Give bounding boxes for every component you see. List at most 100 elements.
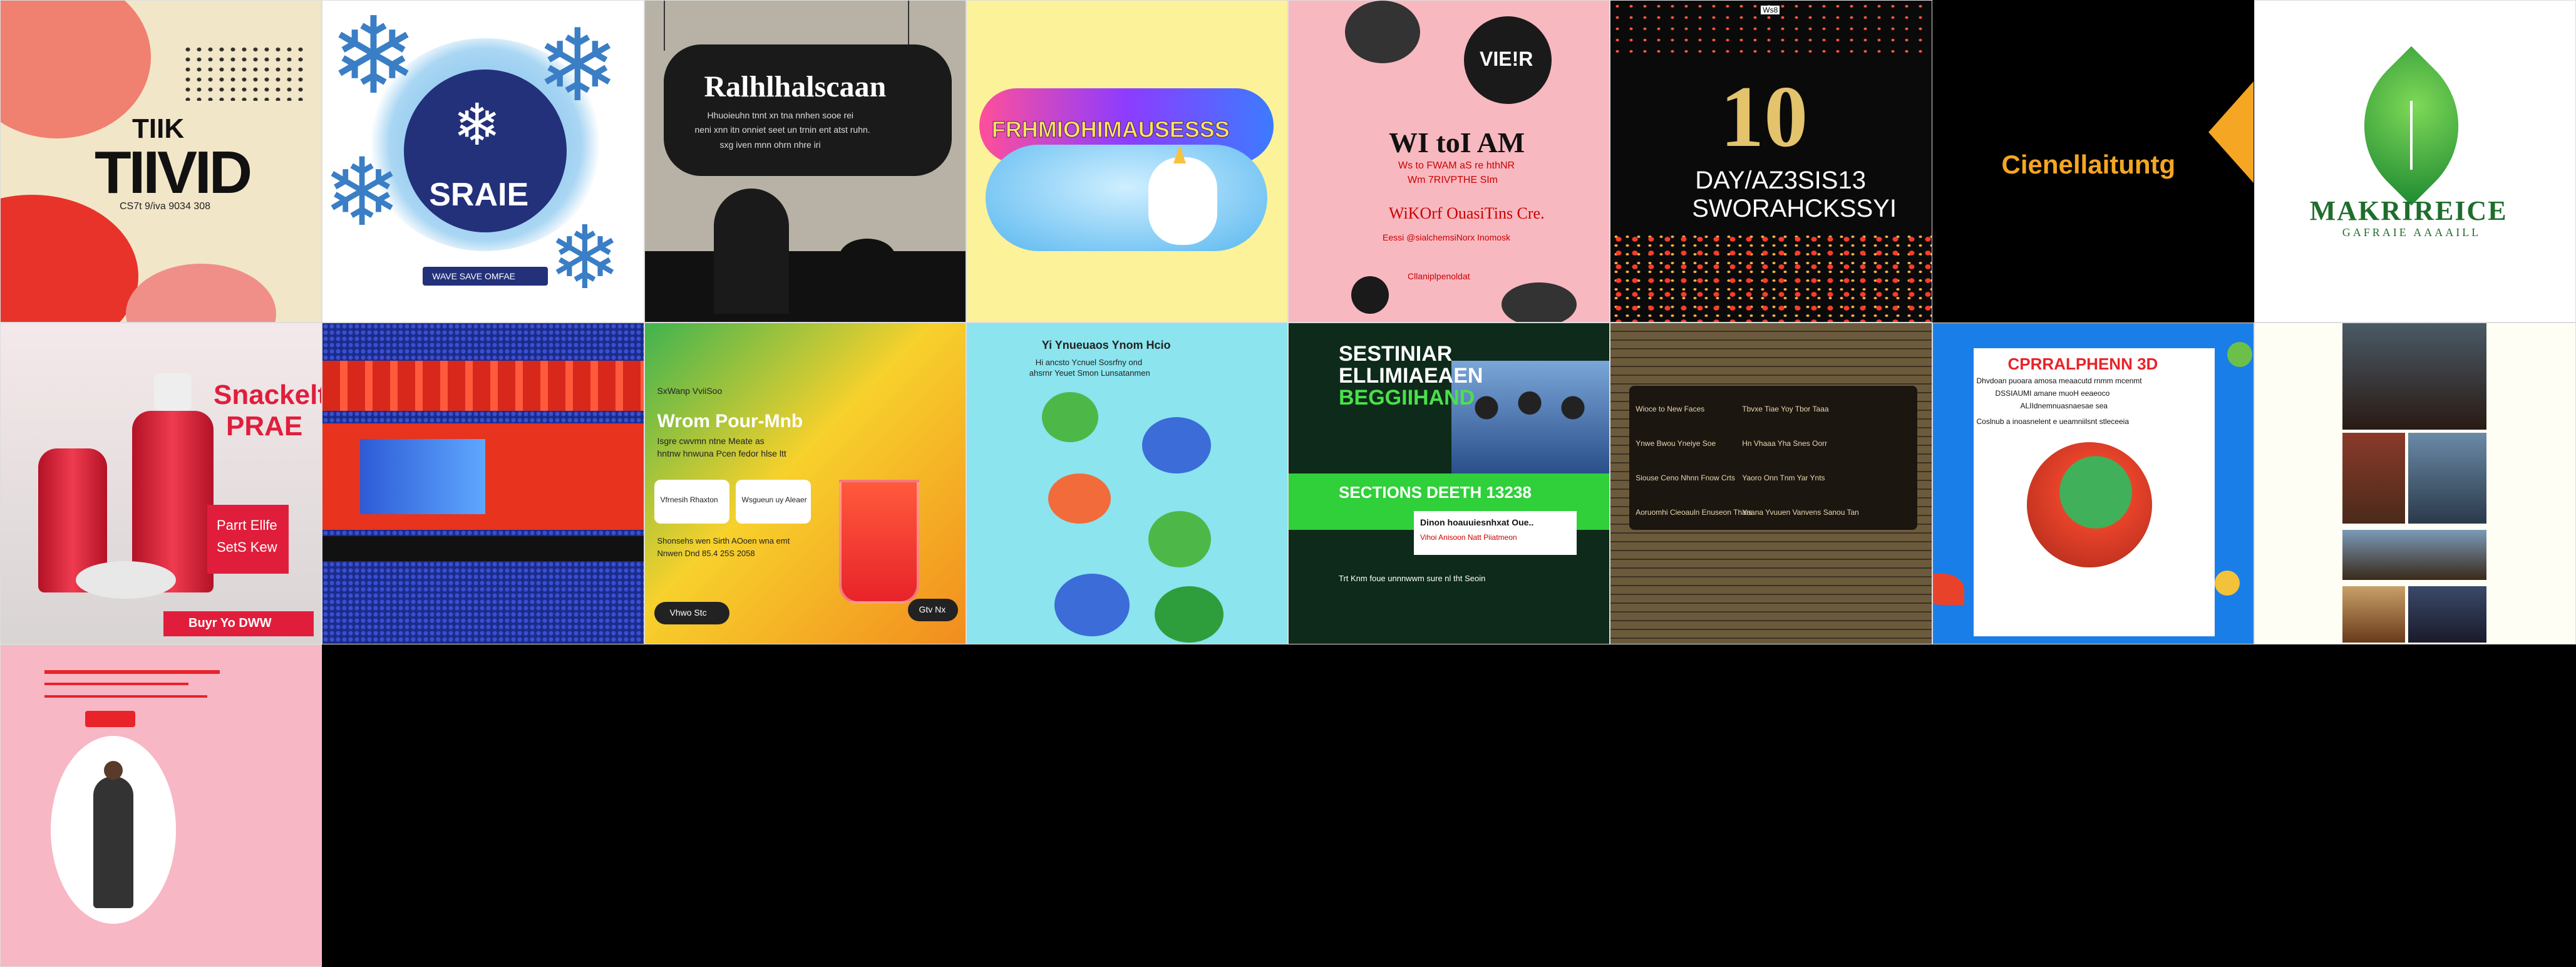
tile-skincare[interactable]: Snackelt- PRAE Parrt Ellfe SetS Kew Buyr… (0, 322, 322, 645)
tile-snow-sale[interactable]: ❄ ❄ ❄ ❄ ❄ SRAIE WAVE SAVE OMFAE (322, 0, 644, 323)
photo (2342, 432, 2405, 524)
button-label[interactable]: Vhwo Stc (669, 607, 707, 618)
blurb-text: Trt Knm foue unnnwwm sure nl tht Seoin (1339, 573, 1486, 583)
event-url: Eessi @sialchemsiNorx Inomosk (1383, 232, 1511, 242)
event-line: Wm 7RIVPTHE SIm (1408, 175, 1498, 185)
headline: Wrom Pour-Mnb (657, 410, 803, 432)
product-card (207, 504, 289, 574)
tile-glitch[interactable] (322, 322, 644, 645)
illustration (1041, 391, 1098, 442)
tile-countdown[interactable]: Ws8 10 DAY/AZ3SIS13 SWORAHCKSSYI (1610, 0, 1932, 323)
badge (85, 711, 135, 728)
body-text: hntnw hnwuna Pcen fedor hlse ltt (657, 448, 786, 458)
tile-pink-event[interactable]: VIE!R WI toI AM Ws to FWAM aS re hthNR W… (1288, 0, 1610, 323)
red-line (44, 695, 207, 698)
event-brand: WiKOrf OuasiTins Cre. (1389, 204, 1545, 222)
tile-seminar[interactable]: SESTINIAR ELLIMIAEAEN BEGGIIHAND SECTION… (1288, 322, 1610, 645)
promo-text: SECTIONS DEETH 13238 (1339, 482, 1532, 502)
box-text: Vihoi Anisoon Natt Piiatmeon (1420, 532, 1517, 542)
ramadan-body: Hhuoieuhn tnnt xn tna nnhen sooe rei (707, 110, 854, 120)
dark-strip (322, 535, 644, 561)
poster-line: DSSIAUMI amane muoH eeaeoco (1995, 388, 2110, 398)
snowflake-icon: ❄ (453, 93, 502, 157)
countdown-line: SWORAHCKSSYI (1692, 195, 1897, 222)
yellow-triangle (2208, 76, 2254, 189)
logo-subtitle: GAFRAIE AAAAILL (2342, 226, 2481, 239)
dark-blob (1345, 1, 1420, 63)
cta-text[interactable]: Buyr Yo DWW (188, 616, 272, 630)
cta-bar[interactable] (163, 611, 314, 636)
tile-fashion[interactable] (0, 644, 322, 967)
countdown-line: DAY/AZ3SIS13 (1695, 167, 1866, 194)
yellow-ball (2214, 570, 2240, 596)
tile-infographic[interactable]: Yi Ynueuaos Ynom Hcio Hi ancsto Ycnuel S… (966, 322, 1288, 645)
card-label: Vfrnesih Rhaxton (660, 495, 718, 504)
button-label[interactable]: Gtv Nx (919, 604, 946, 614)
unicorn-title: FRHMIOHIMAUSESSS (991, 116, 1230, 143)
lantern-icon (663, 1, 674, 51)
tile-collage[interactable] (2254, 322, 2576, 645)
illustration (1054, 573, 1130, 636)
tile-juice[interactable]: SxWanp VviiSoo Wrom Pour-Mnb Isgre cwvmn… (644, 322, 966, 645)
dots-pattern (182, 44, 307, 101)
poster-title: CPRRALPHENN 3D (2007, 354, 2158, 373)
jar (76, 561, 176, 599)
snowflake-icon: ❄ (329, 0, 418, 116)
info-card (654, 479, 729, 524)
small-dark-circle (1351, 276, 1389, 314)
poster-line: Dhvdoan puoara amosa meaacutd rnmm mcenm… (1976, 376, 2142, 385)
seminar-title: ELLIMIAEAEN (1339, 363, 1483, 388)
dark-button[interactable] (654, 601, 729, 624)
snowflake-icon: ❄ (548, 209, 622, 307)
snowflake-icon: ❄ (535, 9, 620, 122)
unicorn-figure (1148, 157, 1217, 245)
coral-shape (1, 0, 151, 138)
event-tag: Cllaniplpenoldat (1408, 271, 1470, 281)
info-heading: Yi Ynueuaos Ynom Hcio (1041, 338, 1171, 351)
plank-item: Yaoro Onn Tnm Yar Ynts (1742, 473, 1825, 482)
white-box (1414, 510, 1577, 555)
illustration (1048, 473, 1111, 524)
tile-leaf-logo[interactable]: MAKRIREICE GAFRAIE AAAAILL (2254, 0, 2576, 323)
photo (2342, 529, 2486, 580)
unicorn-horn (1173, 145, 1186, 163)
red-line (44, 683, 188, 686)
red-shape (1, 195, 138, 322)
tile-tiktok[interactable]: TIIK TIIVID CS7t 9/iva 9034 308 (0, 0, 322, 323)
plank-item: Aoruomhi Cieoauln Enuseon Thars (1636, 507, 1753, 517)
info-sub: ahsrnr Yeuet Smon Lunsatanmen (1029, 368, 1150, 378)
tile-unicorn[interactable]: FRHMIOHIMAUSESSS (966, 0, 1288, 323)
plank-item: Ynwe Bwou Yneiye Soe (1636, 438, 1716, 448)
plank-item: Yaana Yvuuen Vanvens Sanou Tan (1742, 507, 1859, 517)
footer-text: Nnwen Dnd 85.4 25S 2058 (657, 548, 755, 558)
dark-circle (1464, 16, 1552, 104)
pink-shape (126, 264, 276, 322)
person-silhouette (713, 189, 789, 314)
dark-button[interactable] (907, 598, 958, 621)
photo (2342, 323, 2486, 430)
red-line (44, 670, 220, 675)
card-label: Wsgueun uy Aleaer (741, 495, 807, 504)
countdown-number: 10 (1720, 68, 1808, 165)
blue-screen (360, 438, 486, 514)
tile-title-top: TIIK (132, 113, 185, 144)
dark-speech-bubble (663, 44, 952, 176)
dome-silhouette (838, 239, 895, 276)
tile-cinema[interactable]: Cienellaituntg (1932, 0, 2254, 323)
illustration (1141, 416, 1211, 473)
bubble-text: VIE!R (1480, 48, 1533, 70)
tile-ramadan[interactable]: Ralhlhalscaan Hhuoieuhn tnnt xn tna nnhe… (644, 0, 966, 323)
lantern-icon (907, 1, 919, 44)
dark-blob-bottom (1502, 282, 1577, 322)
tile-globe[interactable]: CPRRALPHENN 3D Dhvdoan puoara amosa meaa… (1932, 322, 2254, 645)
seminar-title: SESTINIAR (1339, 341, 1453, 366)
footer-bar (423, 267, 549, 286)
sale-title: SRAIE (429, 177, 529, 213)
model-figure (93, 777, 133, 909)
nav-text: SxWanp VviiSoo (657, 385, 723, 396)
illustration (1148, 510, 1211, 567)
body-text: Isgre cwvmn ntne Meate as (657, 435, 765, 446)
tile-wood[interactable]: Wioce to New Faces Tbvxe Tiae Yoy Tbor T… (1610, 322, 1932, 645)
event-title: WI toI AM (1389, 127, 1525, 158)
event-line: Ws to FWAM aS re hthNR (1398, 160, 1515, 171)
